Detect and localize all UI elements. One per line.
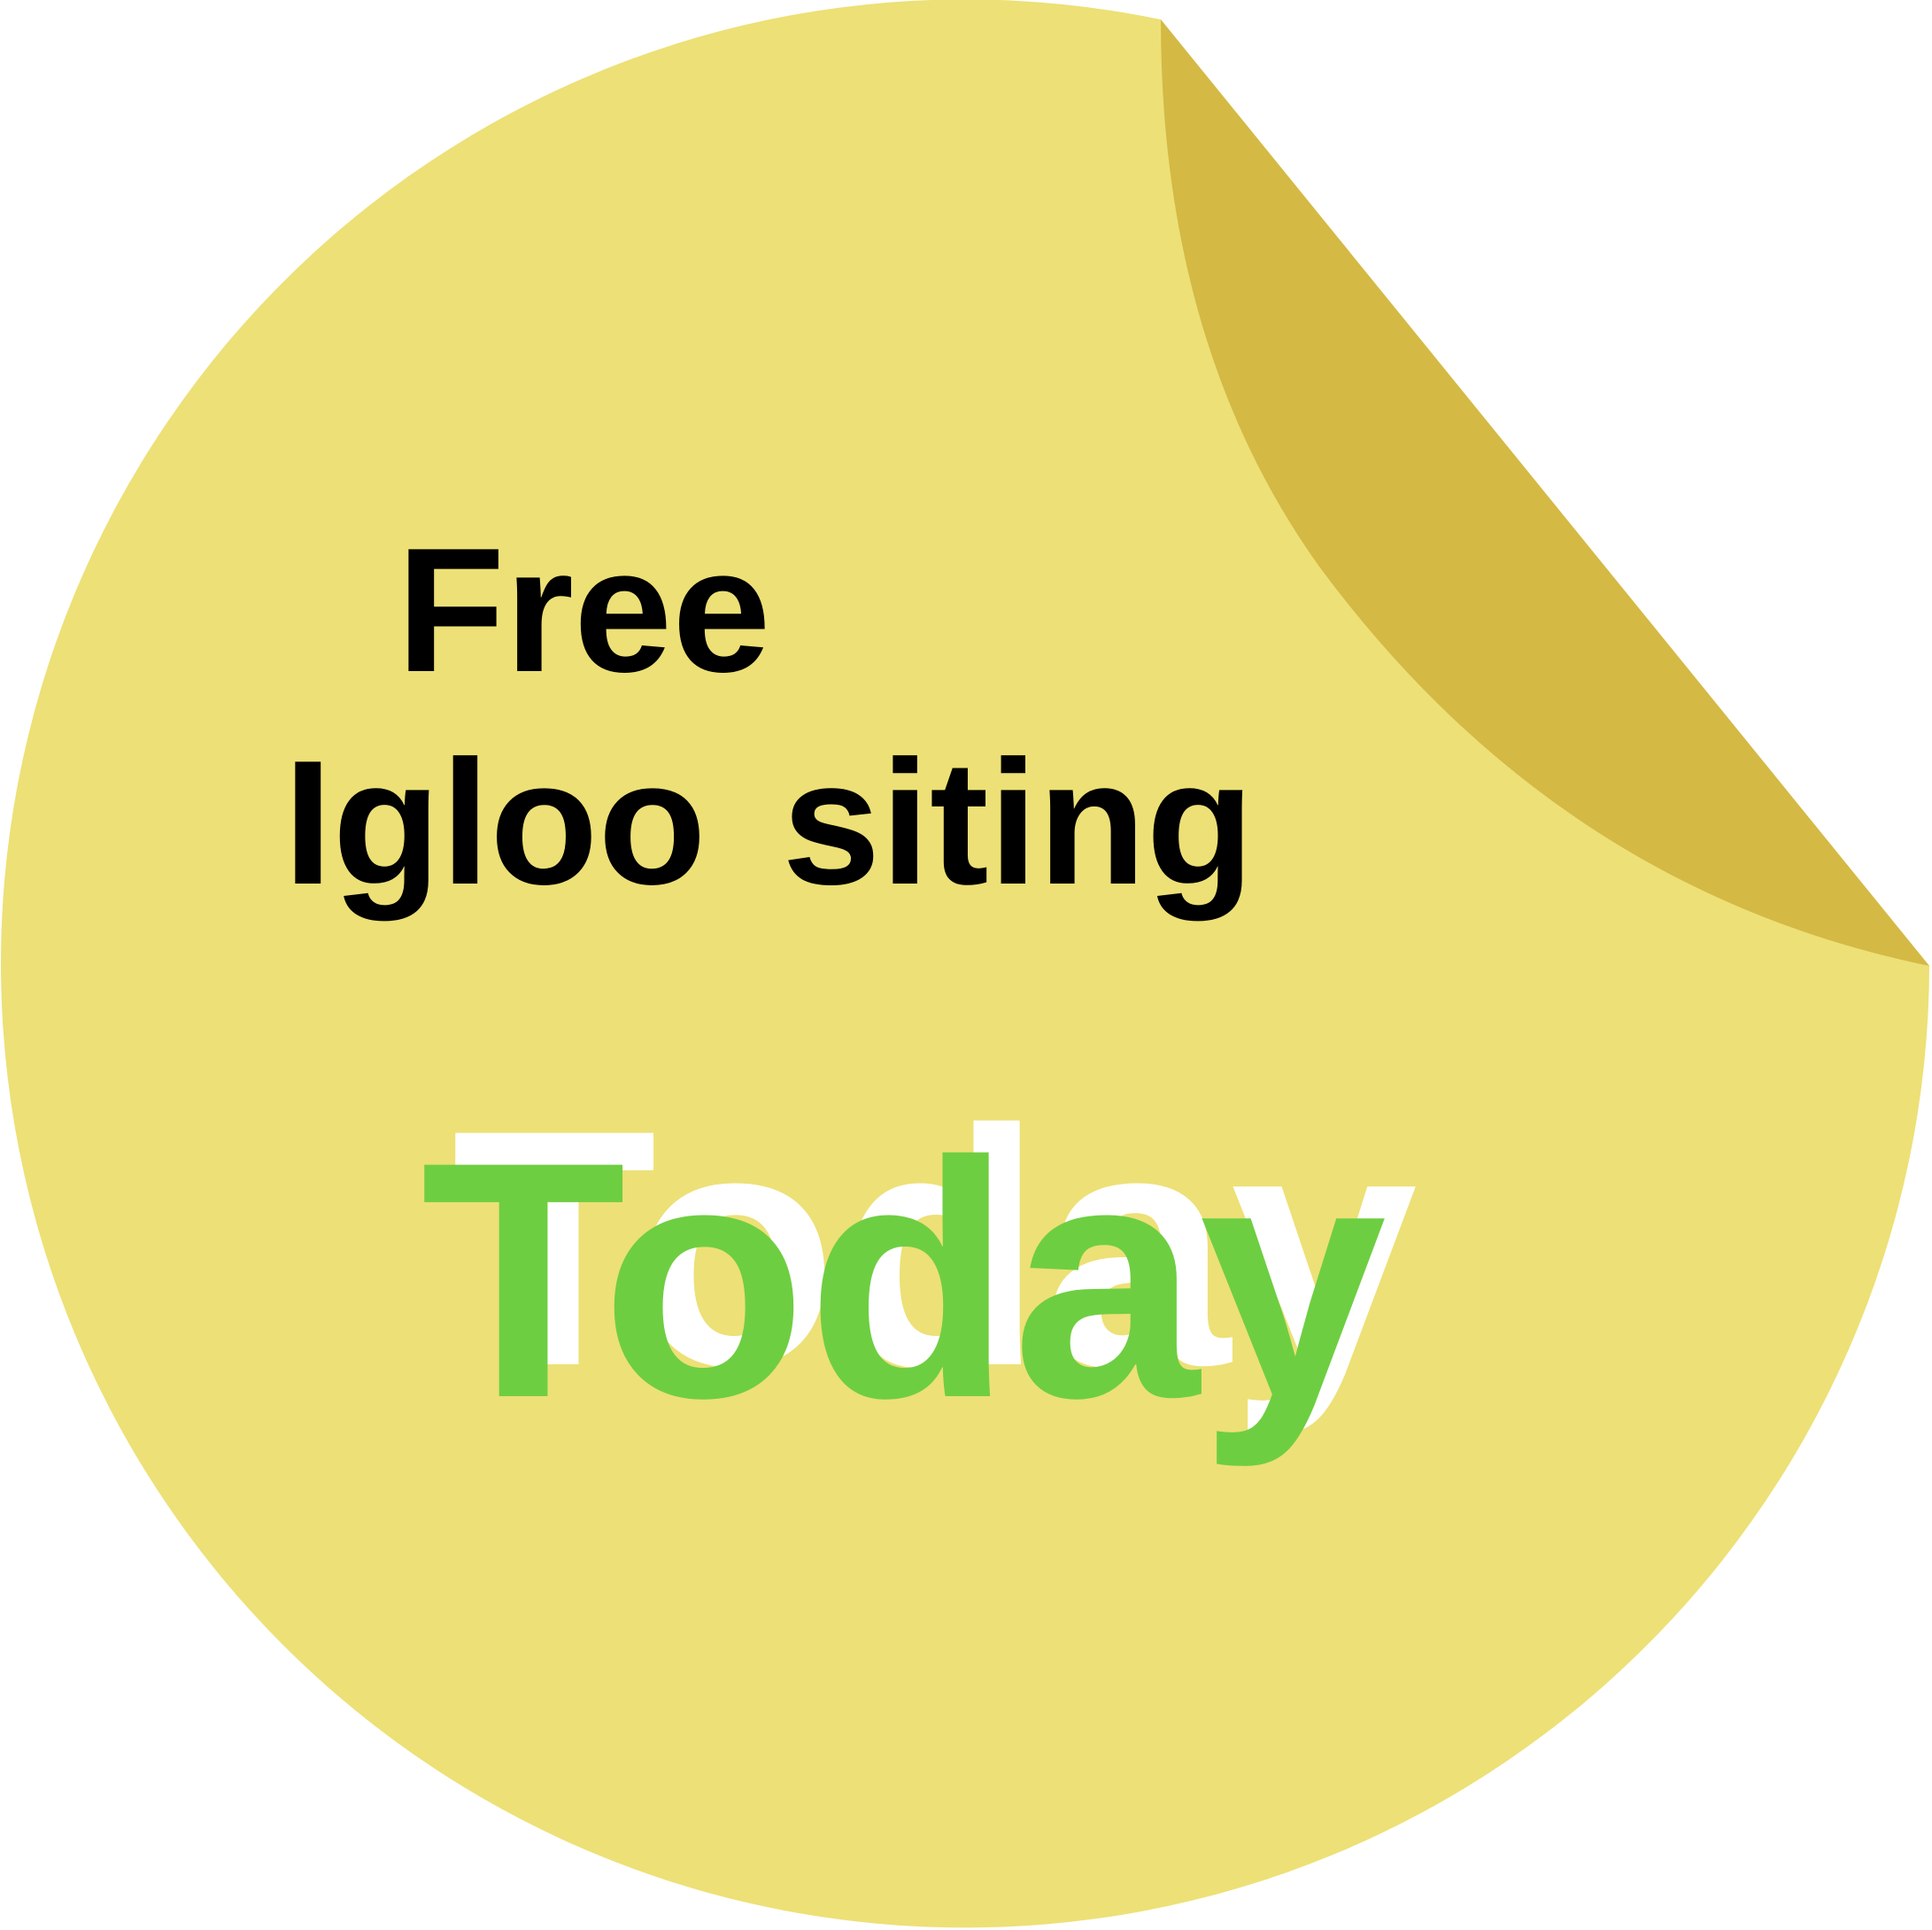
heading-line-igloo-siting: Igloo siting (283, 724, 1255, 922)
heading-line-free: Free (397, 512, 771, 709)
highlight-word-shadow: Today (452, 1060, 1418, 1436)
highlight-word-today: Today (421, 1092, 1387, 1468)
sticker-curl (1161, 19, 1929, 966)
